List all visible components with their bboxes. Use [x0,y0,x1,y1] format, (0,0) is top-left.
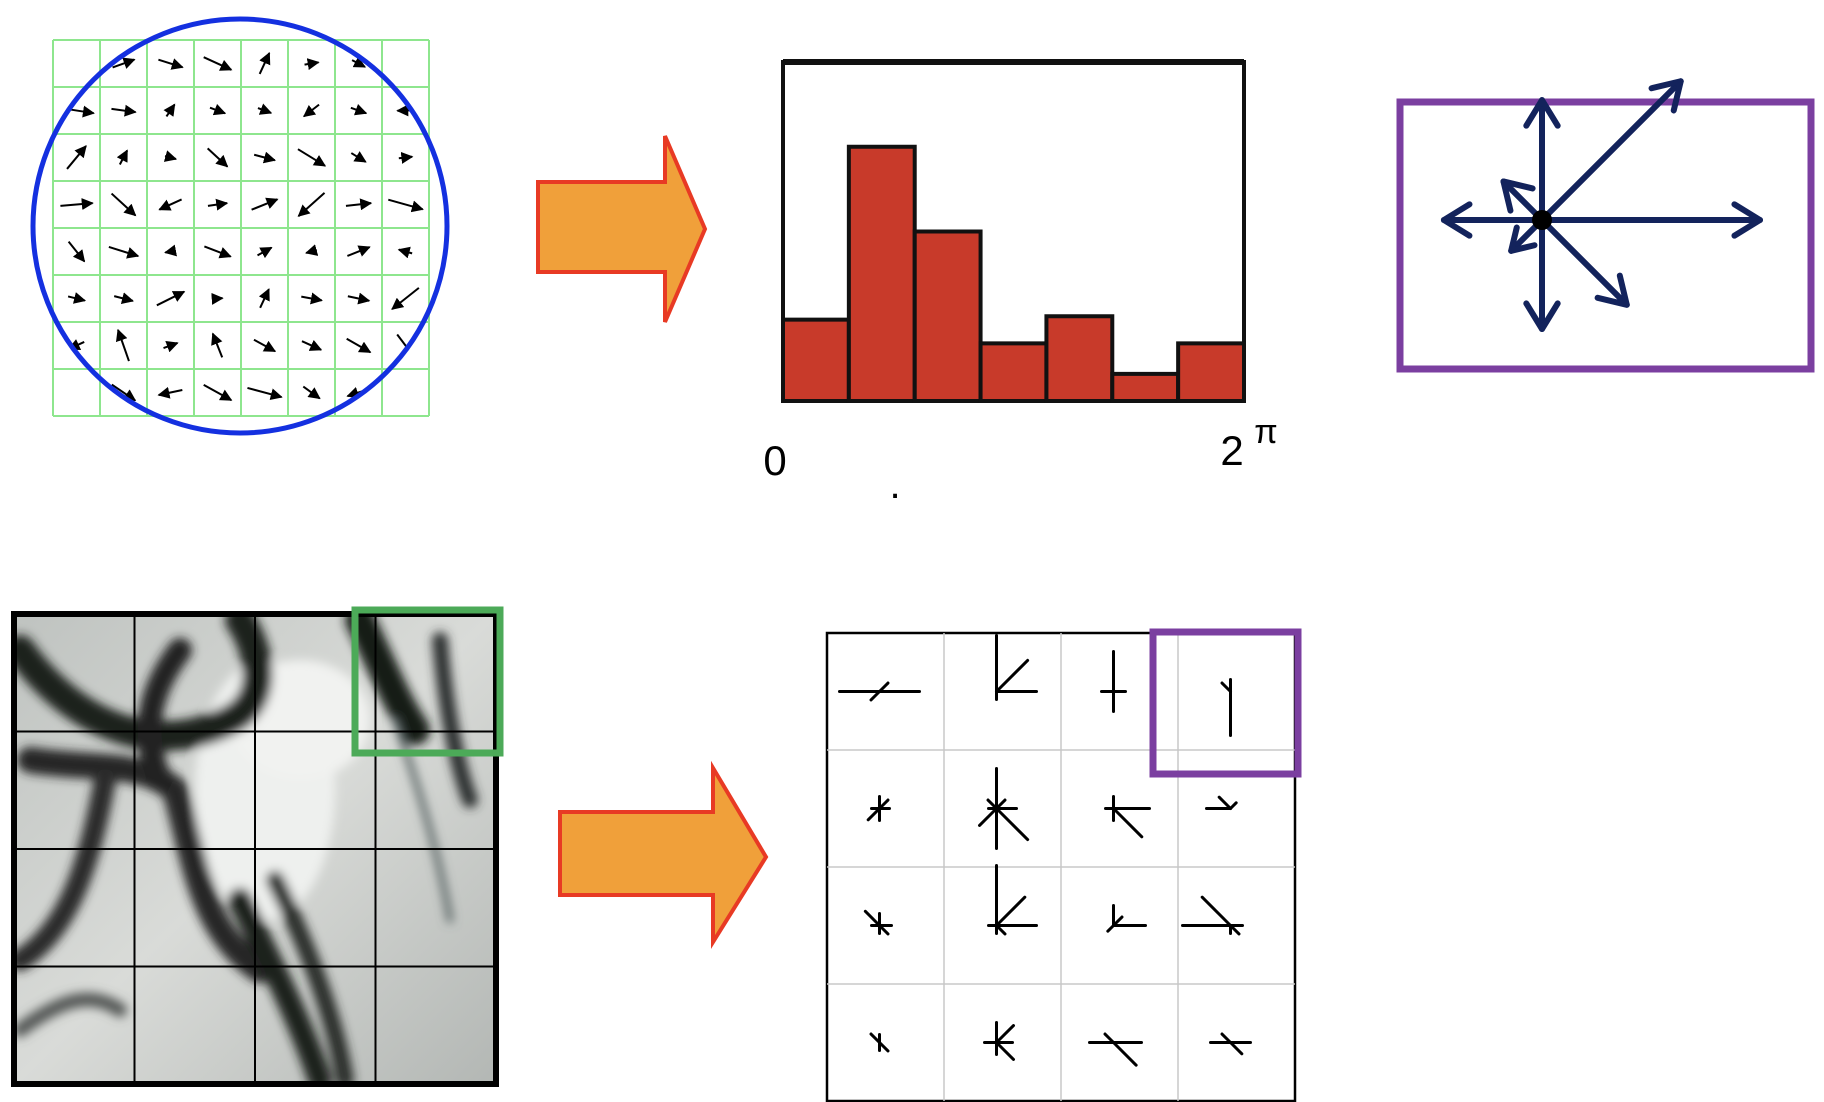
gradient-grid [52,39,430,417]
orientation-histogram-star [1088,1032,1143,1067]
patch-frame [11,611,499,1087]
orientation-histogram: 0 2 π . [763,59,1278,507]
orientation-histogram-star [995,634,1038,701]
orientation-histogram-star [866,795,891,822]
grayscale-image-patch-icon [11,606,504,1087]
orientation-histogram-star [1220,678,1232,737]
histogram-bar [781,317,851,404]
histogram-stray-mark: . [889,463,900,507]
orientation-histogram-star [983,1021,1015,1061]
orientation-ray [1539,217,1630,308]
orientation-histogram-star [978,767,1030,850]
orientation-ray [1440,201,1545,239]
orientation-histogram-star [1106,904,1147,933]
orientation-ray [1523,97,1561,223]
keypoint-dot-icon [1532,210,1552,230]
orientation-histogram-star [863,909,893,936]
histogram-bar [1044,314,1115,403]
histogram-bar [846,144,917,403]
descriptor-box [1396,98,1815,373]
sampling-circle [30,16,450,436]
orientation-ray [1539,78,1684,223]
right-arrow-icon [558,760,769,949]
histogram-x-end-label: 2 [1220,427,1243,474]
gradient-vector-field-icon [30,16,450,436]
dominant-orientation-rays [1440,78,1763,332]
histogram-bar [978,341,1049,403]
orientation-histogram-star [1209,1032,1252,1056]
orientation-histogram-star [838,681,921,702]
orientation-histogram-star [1104,795,1151,839]
orientation-histogram-star [869,1032,890,1053]
patch-grid [14,614,496,1084]
orientation-ray [1539,201,1763,239]
patch-highlight-cell [351,606,504,757]
orientation-histogram-star [1100,650,1127,713]
histogram-bar [1176,341,1246,403]
histogram-bar [1110,371,1181,404]
descriptor-grid [825,628,1302,1102]
orientation-histogram-star [1181,895,1244,936]
orientation-histogram-star [987,864,1038,936]
right-arrow-icon [536,135,708,323]
orientation-ray [1523,217,1561,332]
histogram-bar [912,229,983,403]
histogram-x-start-label: 0 [763,437,786,484]
histogram-x-end-superscript: π [1254,413,1277,451]
orientation-histogram-star [1205,795,1238,810]
descriptor-highlight-cell [1149,628,1302,778]
